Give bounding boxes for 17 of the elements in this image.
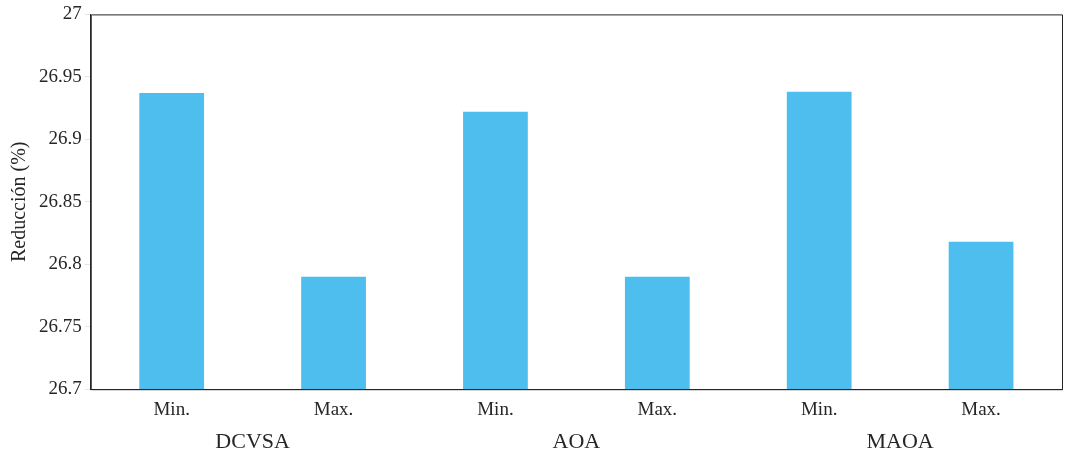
x-tick-label: Min. [477, 397, 514, 419]
text: AOA [552, 427, 601, 453]
x-tick-label: Max. [961, 397, 1001, 419]
y-tick-label: 26.75 [39, 314, 82, 336]
y-axis-title: Reducción (%) [7, 141, 31, 263]
y-tick-label: 26.9 [48, 127, 82, 149]
y-tick-label: 26.8 [48, 252, 82, 274]
text: MAOA [866, 427, 934, 453]
y-tick-label: 26.7 [48, 377, 82, 399]
y-tick-label: 26.95 [39, 64, 82, 86]
x-tick-label: Min. [153, 397, 190, 419]
y-tick-label: 26.85 [39, 189, 82, 211]
text: DCVSA [215, 427, 291, 453]
x-tick-label: Min. [800, 397, 838, 419]
y-tick-label: 27 [62, 2, 82, 24]
x-tick-label: Max. [637, 397, 678, 419]
x-tick-label: Max. [313, 397, 354, 419]
